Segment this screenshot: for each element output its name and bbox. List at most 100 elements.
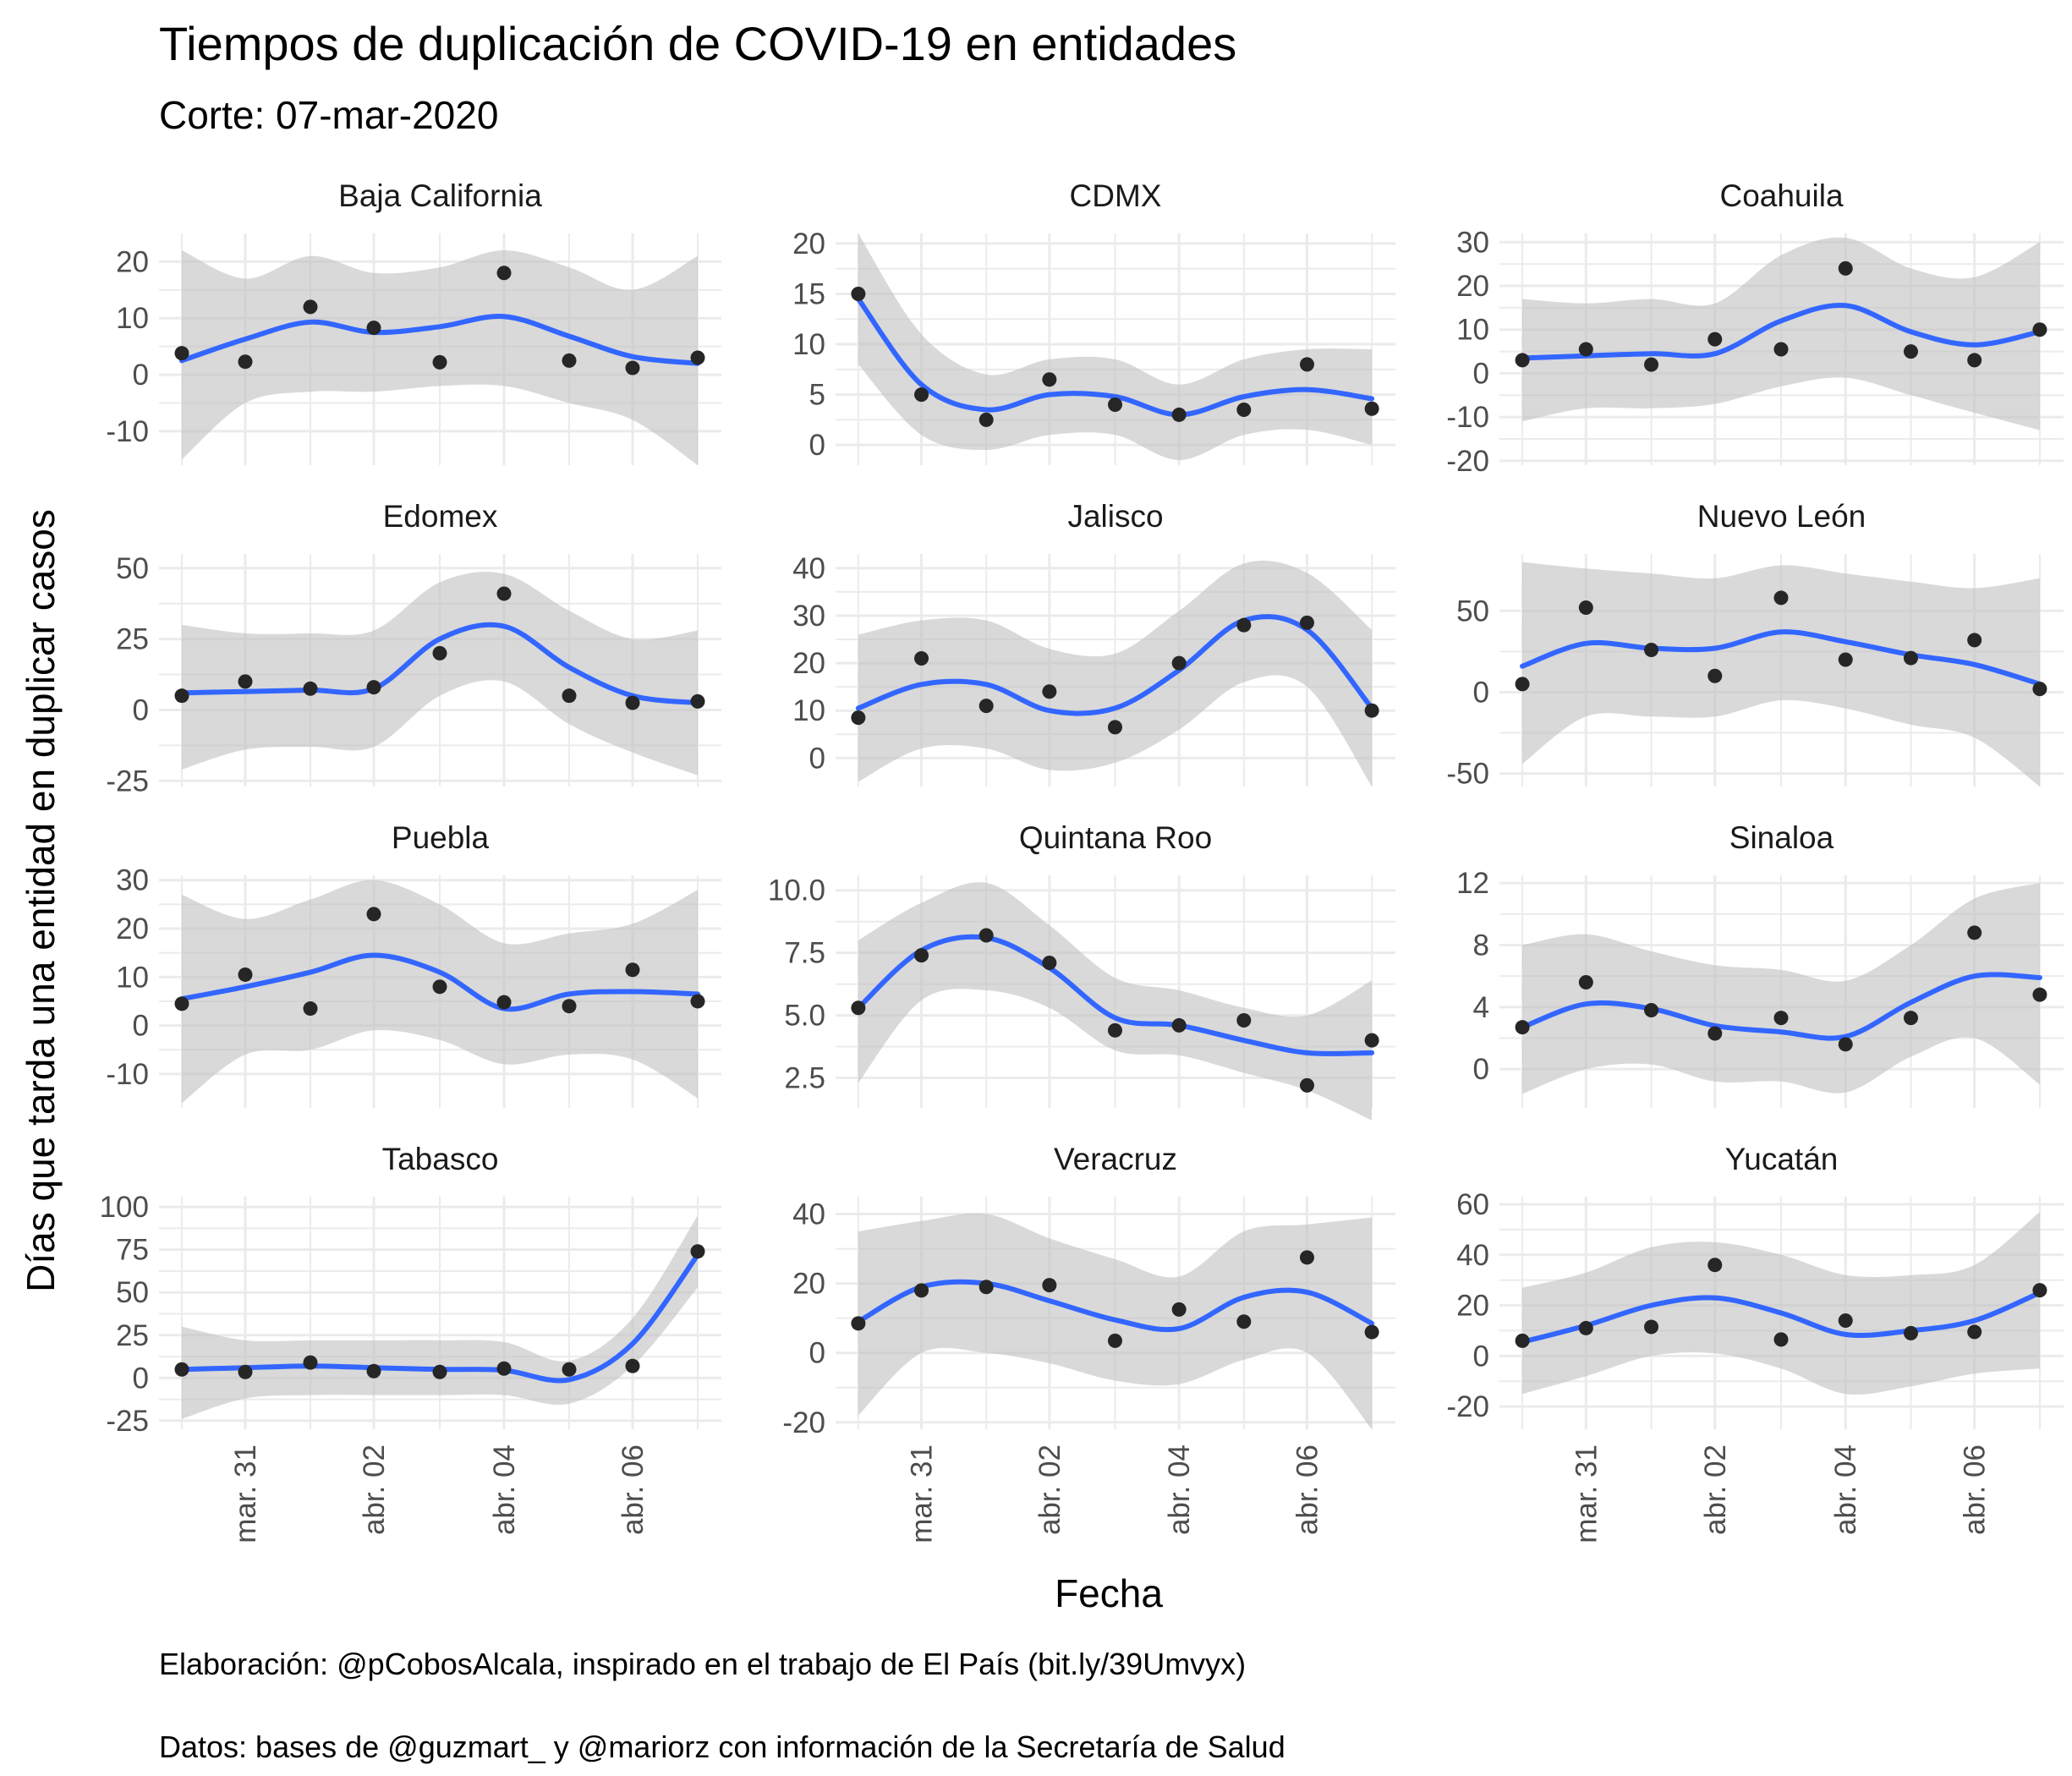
panel-title: Sinaloa [1729, 820, 1834, 855]
data-point [914, 387, 929, 403]
data-point [1515, 677, 1530, 692]
data-point [366, 1363, 381, 1379]
data-point [2032, 987, 2047, 1002]
panel-title: Coahuila [1719, 178, 1843, 213]
y-tick-label: 30 [792, 600, 825, 633]
panel-title: Tabasco [382, 1142, 499, 1176]
confidence-band [1522, 562, 2040, 787]
y-tick-label: 20 [1456, 1290, 1489, 1323]
data-point [496, 586, 512, 601]
y-tick-label: 20 [792, 647, 825, 680]
data-point [978, 1280, 994, 1295]
data-point [1108, 1333, 1123, 1348]
data-point [562, 353, 577, 368]
data-point [366, 321, 381, 336]
data-point [1299, 615, 1314, 630]
data-point [1903, 344, 1918, 359]
y-tick-label: 0 [1473, 1340, 1489, 1373]
data-point [914, 650, 929, 666]
x-tick-label: mar. 31 [1570, 1444, 1603, 1543]
data-point [366, 907, 381, 922]
data-point [1578, 1320, 1593, 1335]
data-point [1364, 1324, 1379, 1340]
data-point [1171, 655, 1187, 671]
data-point [914, 948, 929, 963]
data-point [303, 299, 318, 315]
caption-source: Datos: bases de @guzmart_ y @mariorz con… [159, 1729, 1285, 1764]
y-tick-label: -25 [106, 765, 149, 798]
y-tick-label: 0 [133, 1362, 149, 1395]
x-tick-label: abr. 04 [1829, 1444, 1862, 1535]
y-tick-label: 25 [116, 1319, 149, 1352]
y-tick-label: 0 [809, 429, 825, 462]
y-tick-label: 40 [792, 552, 825, 585]
smooth-line [855, 934, 1375, 1057]
data-point [851, 286, 866, 301]
data-point [1042, 1278, 1057, 1293]
y-tick-label: 10 [792, 694, 825, 727]
panel: Nuevo León -50 0 50 [1446, 499, 2064, 791]
data-point [1515, 353, 1530, 368]
x-axis-title: Fecha [1055, 1571, 1163, 1615]
y-tick-label: 0 [1473, 1053, 1489, 1086]
x-tick-label: abr. 06 [1291, 1444, 1324, 1535]
data-point [1773, 1332, 1789, 1347]
data-point [690, 994, 705, 1009]
panel-title: Jalisco [1067, 499, 1163, 534]
x-tick-label: abr. 04 [488, 1444, 521, 1535]
confidence-band [1522, 883, 2040, 1094]
x-tick-label: mar. 31 [906, 1444, 939, 1543]
facet-panels: Baja California-1001020CDMX05101520Coahu… [100, 178, 2064, 1543]
smooth-line [179, 952, 700, 1012]
panel: Veracruz -20 0 20 40 mar. 31 abr. 02 abr. 04 abr… [782, 1142, 1395, 1543]
confidence-band [1522, 237, 2040, 430]
data-point [366, 680, 381, 695]
smooth-line [179, 622, 700, 706]
data-point [1838, 1313, 1853, 1328]
data-point [238, 674, 253, 689]
data-point [432, 979, 447, 995]
y-tick-label: 20 [792, 227, 825, 260]
data-point [238, 967, 253, 982]
panel: Coahuila -20 -10 0 10 20 30 [1446, 178, 2064, 478]
data-point [1578, 600, 1593, 615]
data-point [1773, 1011, 1789, 1026]
y-tick-label: 40 [1456, 1239, 1489, 1272]
smooth-line [1520, 1290, 2042, 1345]
panel: Puebla -10 0 10 20 30 [106, 820, 721, 1108]
y-tick-label: 30 [116, 864, 149, 897]
data-point [978, 928, 994, 943]
y-tick-label: 30 [1456, 226, 1489, 259]
data-point [1236, 402, 1252, 417]
data-point [1903, 650, 1918, 666]
panel: Quintana Roo 2.5 5.0 7.5 10.0 [768, 820, 1395, 1121]
y-tick-label: 0 [133, 1010, 149, 1043]
data-point [1967, 925, 1982, 940]
y-tick-label: -50 [1446, 758, 1489, 791]
data-point [432, 1364, 447, 1379]
data-point [1707, 1026, 1723, 1041]
data-point [1108, 720, 1123, 735]
y-tick-label: 0 [1473, 357, 1489, 390]
x-tick-label: mar. 31 [229, 1444, 262, 1543]
y-tick-label: 10 [116, 302, 149, 335]
data-point [1171, 1017, 1187, 1033]
panel: Edomex -25 0 25 50 [106, 499, 721, 798]
panel: Tabasco -25 0 25 50 75 100 mar. 31 abr. 02 abr. 0… [100, 1142, 721, 1543]
data-point [1707, 668, 1723, 683]
y-tick-label: 20 [116, 913, 149, 946]
data-point [1364, 401, 1379, 416]
panel: Baja California -10 0 10 20 [106, 178, 721, 465]
panel: Yucatán -20 0 20 40 60 mar. 31 abr. 02 abr. 04 ab… [1446, 1142, 2064, 1543]
data-point [238, 1364, 253, 1379]
data-point [1707, 1258, 1723, 1273]
data-point [1515, 1333, 1530, 1348]
y-tick-label: 50 [1456, 595, 1489, 628]
y-tick-label: 2.5 [784, 1062, 825, 1095]
panel-title: Veracruz [1054, 1142, 1177, 1176]
y-tick-label: 50 [116, 1276, 149, 1309]
data-point [432, 645, 447, 661]
y-tick-label: -10 [106, 415, 149, 448]
y-tick-label: 100 [100, 1191, 149, 1224]
data-point [496, 1361, 512, 1376]
